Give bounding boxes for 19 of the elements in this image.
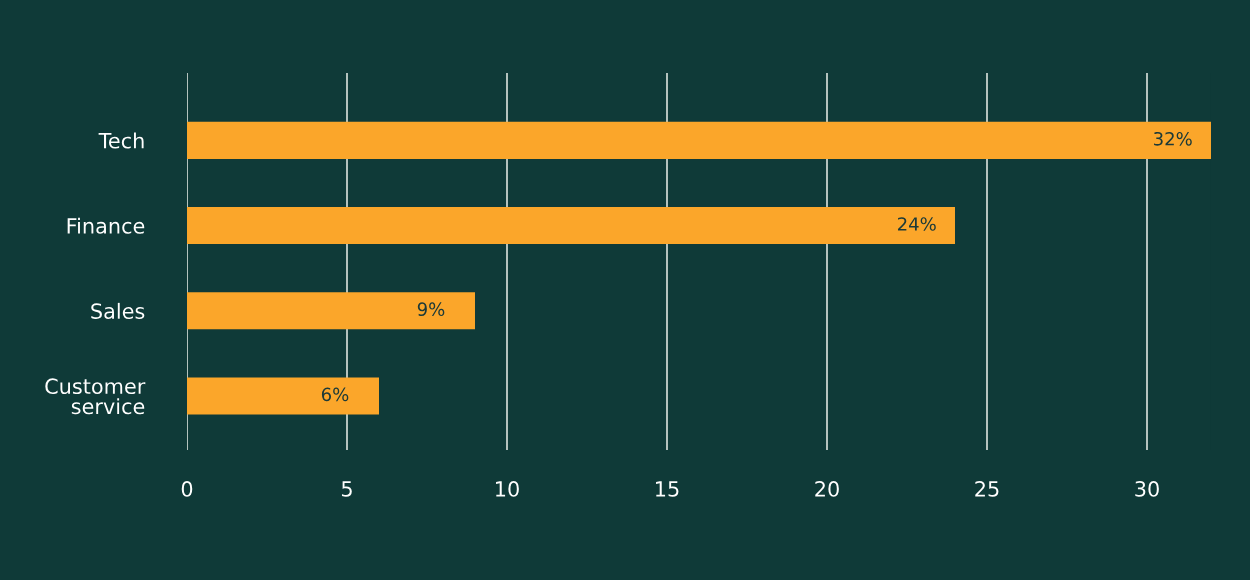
x-tick-label: 10 [496,481,519,497]
data-label: 9% [417,302,445,317]
bar [187,292,475,330]
y-tick-label: Finance [67,217,145,234]
x-tick-label: 20 [815,481,839,497]
x-tick-label: 25 [975,481,999,497]
y-tick-label: Customer service [45,378,146,415]
y-tick-label: Sales [91,302,145,319]
x-tick-label: 5 [341,481,352,497]
x-tick-label: 0 [181,481,193,497]
bar [187,207,955,245]
bar [187,377,379,415]
data-label: 32% [1154,131,1192,146]
data-label: 24% [897,217,936,231]
x-tick-label: 15 [656,481,679,497]
data-label: 6% [321,387,349,402]
y-tick-label: Tech [98,132,144,149]
x-tick-label: 30 [1135,481,1159,497]
bar [187,121,1211,159]
